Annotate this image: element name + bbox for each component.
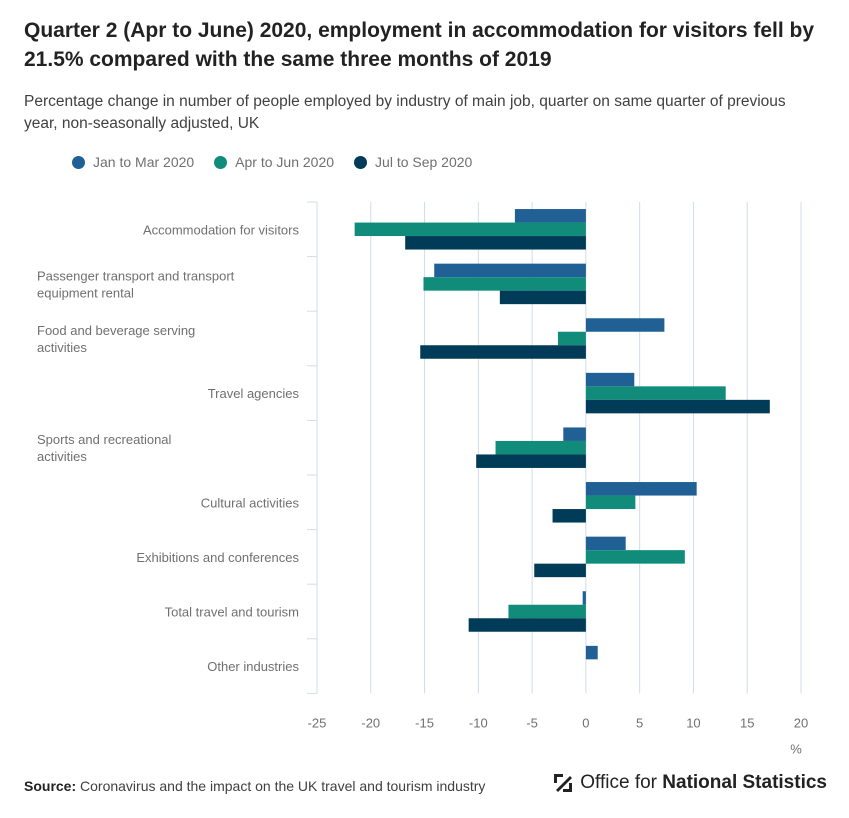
bar <box>495 440 586 455</box>
x-tick-label: 0 <box>582 715 589 730</box>
bar <box>508 604 586 619</box>
bar <box>582 591 586 605</box>
category-label: Cultural activities <box>201 495 300 510</box>
category-label: Total travel and tourism <box>165 605 299 620</box>
x-tick-label: -25 <box>308 715 327 730</box>
ons-logo[interactable]: Office for National Statistics <box>552 772 827 794</box>
category-label-line: Food and beverage serving <box>37 323 195 338</box>
x-tick-label: 10 <box>686 715 700 730</box>
source-text: Coronavirus and the impact on the UK tra… <box>80 778 486 794</box>
bar <box>405 236 586 250</box>
x-tick-label: -20 <box>361 715 380 730</box>
bar <box>552 509 586 523</box>
category-label: Travel agencies <box>208 386 300 401</box>
source-label: Source: <box>24 778 77 794</box>
legend-swatch-jul-sep <box>354 155 368 169</box>
source-note: Source: Coronavirus and the impact on th… <box>24 778 485 794</box>
x-tick-label: 15 <box>740 715 754 730</box>
bar <box>585 550 685 564</box>
x-tick-label: -15 <box>415 715 434 730</box>
bar <box>468 618 586 632</box>
bar <box>563 427 586 441</box>
bar <box>585 645 598 660</box>
chart-legend: Jan to Mar 2020 Apr to Jun 2020 Jul to S… <box>72 154 472 170</box>
legend-item-jul-sep[interactable]: Jul to Sep 2020 <box>354 154 472 170</box>
logo-text-regular: Office for <box>580 772 663 793</box>
legend-label-jul-sep: Jul to Sep 2020 <box>375 154 473 170</box>
category-label-line: activities <box>37 449 87 464</box>
bar <box>585 386 726 400</box>
bar <box>354 222 586 237</box>
logo-text-bold: National Statistics <box>662 772 827 793</box>
chart-title: Quarter 2 (Apr to June) 2020, employment… <box>24 19 815 71</box>
logo-text: Office for National Statistics <box>580 772 827 794</box>
bar <box>585 536 626 551</box>
bar <box>423 277 586 291</box>
x-tick-label: -5 <box>526 715 538 730</box>
bar <box>476 454 586 468</box>
legend-item-apr-jun[interactable]: Apr to Jun 2020 <box>214 154 334 170</box>
category-label: Passenger transport and transport equipme… <box>37 268 235 300</box>
x-tick-label: 5 <box>636 715 643 730</box>
bar <box>585 372 635 387</box>
category-label: Accommodation for visitors <box>143 222 300 237</box>
category-label-line: Passenger transport and transport <box>37 268 235 283</box>
bar <box>434 263 586 278</box>
category-label: Sports and recreational activities <box>37 432 172 464</box>
category-label: Food and beverage serving activities <box>37 323 195 355</box>
bar <box>499 290 586 305</box>
legend-label-jan-mar: Jan to Mar 2020 <box>93 154 195 170</box>
bar <box>420 345 586 359</box>
category-label-line: equipment rental <box>37 285 134 300</box>
ons-logo-icon <box>554 774 573 792</box>
legend-label-apr-jun: Apr to Jun 2020 <box>235 154 335 170</box>
bar <box>585 482 697 496</box>
category-label: Other industries <box>207 659 299 674</box>
category-label-line: Sports and recreational <box>37 432 172 447</box>
x-tick-label: -10 <box>469 715 488 730</box>
bar <box>557 331 586 346</box>
bar <box>585 495 636 510</box>
bar <box>585 399 770 414</box>
category-label: Exhibitions and conferences <box>136 550 299 565</box>
legend-swatch-apr-jun <box>214 155 228 169</box>
chart-subtitle: Percentage change in number of people em… <box>24 93 786 132</box>
legend-item-jan-mar[interactable]: Jan to Mar 2020 <box>72 154 194 170</box>
category-label-line: activities <box>37 340 87 355</box>
bar <box>585 318 665 332</box>
bar <box>534 563 586 578</box>
x-axis-label: % <box>790 741 802 756</box>
bar-chart: Accommodation for visitors Passenger tran… <box>37 201 808 756</box>
bar <box>514 209 586 223</box>
legend-swatch-jan-mar <box>72 155 85 169</box>
x-tick-label: 20 <box>794 715 808 730</box>
